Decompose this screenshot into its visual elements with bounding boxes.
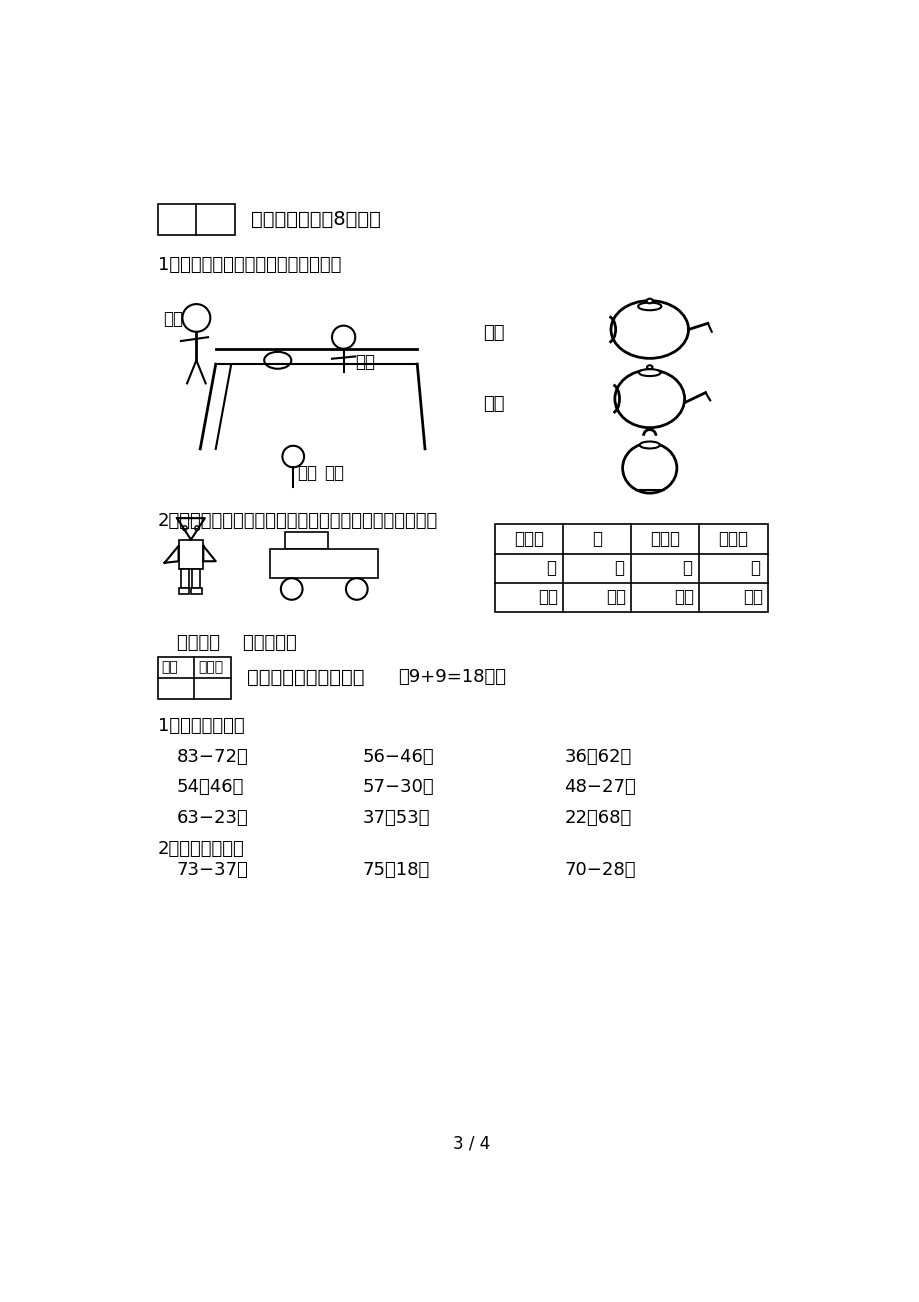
Bar: [191, 589, 201, 595]
Bar: [178, 589, 189, 595]
Circle shape: [182, 305, 210, 332]
Text: 3 / 4: 3 / 4: [452, 1134, 490, 1152]
Text: （: （: [682, 559, 692, 577]
Text: 笑笑: 笑笑: [355, 353, 375, 371]
Text: 37＋53＝: 37＋53＝: [363, 810, 430, 827]
Text: 五、观察物体（8分）：: 五、观察物体（8分）：: [250, 210, 380, 229]
Ellipse shape: [610, 301, 687, 358]
Text: 83−72＝: 83−72＝: [176, 747, 248, 766]
Text: 长方形: 长方形: [718, 530, 748, 548]
Text: ）个: ）个: [674, 589, 694, 607]
Text: 54＋46＝: 54＋46＝: [176, 779, 244, 797]
Ellipse shape: [646, 366, 652, 370]
Ellipse shape: [638, 302, 661, 310]
Text: （: （: [545, 559, 555, 577]
Bar: [157, 204, 235, 234]
Text: ）个: ）个: [742, 589, 762, 607]
Text: 评巻人: 评巻人: [198, 660, 222, 674]
Bar: [269, 549, 378, 578]
Bar: [178, 540, 203, 569]
Text: 75＋18＝: 75＋18＝: [363, 861, 430, 879]
Text: （: （: [614, 559, 623, 577]
Circle shape: [195, 526, 199, 530]
Text: 小丽: 小丽: [297, 465, 317, 482]
Ellipse shape: [646, 298, 652, 303]
Text: 70−28＝: 70−28＝: [564, 861, 635, 879]
Bar: [157, 656, 231, 699]
Ellipse shape: [264, 352, 291, 368]
Text: 六、我是计算小能手。: 六、我是计算小能手。: [246, 668, 364, 686]
Text: 22＋68＝: 22＋68＝: [564, 810, 631, 827]
Text: 得分: 得分: [162, 660, 178, 674]
Bar: [192, 569, 200, 589]
Text: ）个: ）个: [538, 589, 558, 607]
Text: 笑笑: 笑笑: [482, 395, 505, 413]
Circle shape: [182, 526, 187, 530]
Bar: [285, 533, 328, 549]
Text: （: （: [750, 559, 760, 577]
Text: 1、他们分别看到的是什么，连一连。: 1、他们分别看到的是什么，连一连。: [157, 256, 341, 275]
Text: 2、数一数下面两个物体中共有的图形，完成下面的问题。: 2、数一数下面两个物体中共有的图形，完成下面的问题。: [157, 512, 437, 530]
Circle shape: [346, 578, 368, 600]
Circle shape: [282, 445, 304, 467]
Text: 48−27＝: 48−27＝: [564, 779, 636, 797]
Text: 1、直接写得数。: 1、直接写得数。: [157, 717, 244, 734]
Text: 三角形: 三角形: [514, 530, 543, 548]
Circle shape: [280, 578, 302, 600]
Text: 一共有（    ）个图形。: 一共有（ ）个图形。: [176, 634, 297, 651]
Ellipse shape: [622, 443, 676, 493]
Ellipse shape: [614, 370, 684, 427]
Text: 小丽: 小丽: [323, 465, 344, 482]
Circle shape: [332, 326, 355, 349]
Text: 36＋62＝: 36＋62＝: [564, 747, 631, 766]
Ellipse shape: [639, 441, 659, 448]
Text: 正方形: 正方形: [650, 530, 679, 548]
Text: 57−30＝: 57−30＝: [363, 779, 434, 797]
Bar: [494, 525, 766, 612]
Bar: [181, 569, 188, 589]
Text: 63−23＝: 63−23＝: [176, 810, 248, 827]
Ellipse shape: [638, 370, 660, 376]
Text: （9+9=18分）: （9+9=18分）: [397, 668, 505, 686]
Text: 2、用竖式计算。: 2、用竖式计算。: [157, 840, 244, 858]
Text: 淡气: 淡气: [163, 310, 183, 328]
Text: 73−37＝: 73−37＝: [176, 861, 249, 879]
Text: 淡气: 淡气: [482, 324, 505, 342]
Text: 56−46＝: 56−46＝: [363, 747, 434, 766]
Text: ）个: ）个: [606, 589, 626, 607]
Text: 圆: 圆: [592, 530, 601, 548]
